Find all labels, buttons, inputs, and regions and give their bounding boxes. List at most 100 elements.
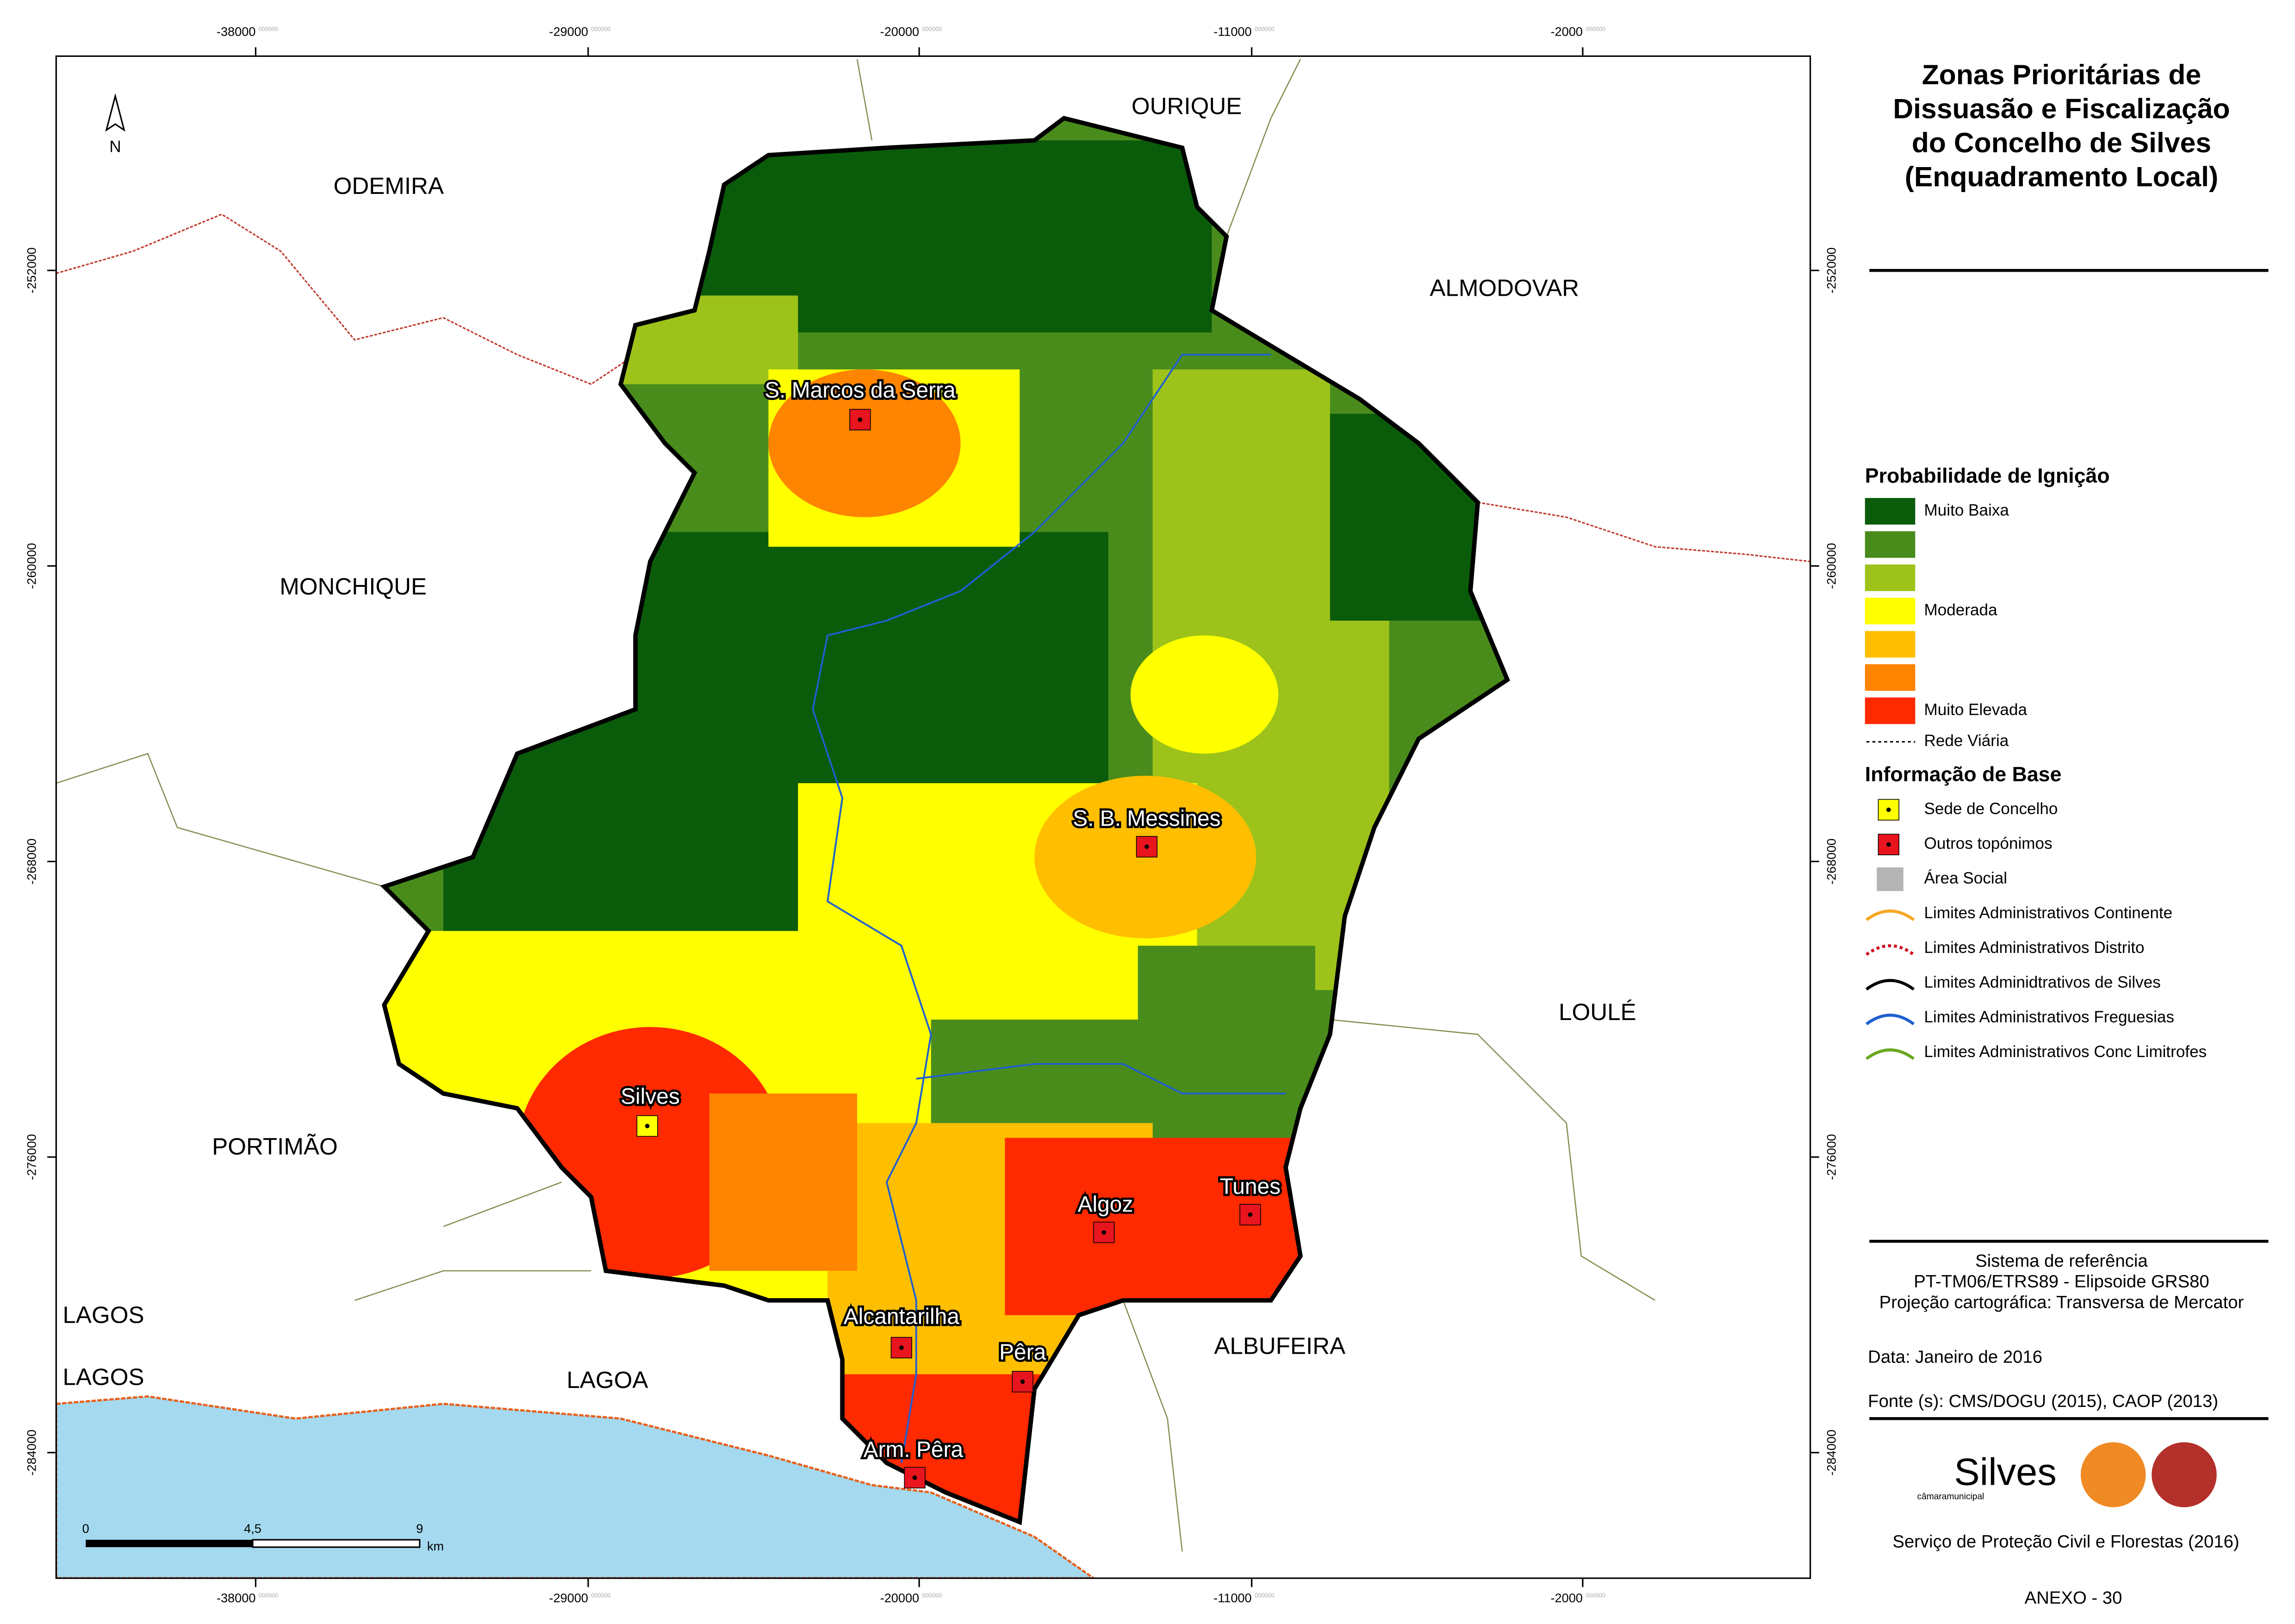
y-tick-label: -268000 bbox=[24, 839, 38, 885]
legend-line bbox=[1866, 1048, 1915, 1060]
tick-suffix: 000000 bbox=[1586, 1592, 1605, 1599]
scale-label: 9 bbox=[416, 1521, 423, 1536]
reference-line: PT-TM06/ETRS89 - Elipsoide GRS80 bbox=[1914, 1272, 2209, 1292]
legend-label: Moderada bbox=[1924, 601, 1998, 619]
annex: ANEXO - 30 bbox=[2025, 1588, 2122, 1608]
town-marker bbox=[849, 409, 871, 430]
y-tick-label: -252000 bbox=[1824, 248, 1839, 294]
legend-label: Limites Administrativos Continente bbox=[1924, 904, 2173, 922]
legend-label: Limites Administrativos Conc Limitrofes bbox=[1924, 1043, 2207, 1061]
legend-label: Muito Baixa bbox=[1924, 501, 2009, 519]
town-dot bbox=[858, 417, 863, 422]
neighbour-label: PORTIMÃO bbox=[212, 1133, 338, 1159]
x-tick-label: -20000 bbox=[880, 1591, 919, 1605]
map-frame bbox=[55, 55, 1811, 1579]
legend-area bbox=[1877, 867, 1903, 891]
legend-label: Limites Administrativos Freguesias bbox=[1924, 1008, 2175, 1026]
scale-bar bbox=[252, 1539, 421, 1548]
y-tick-label: -284000 bbox=[1824, 1430, 1839, 1476]
district-border bbox=[1477, 502, 1810, 562]
scale-label: km bbox=[427, 1539, 444, 1553]
town-label: Tunes bbox=[1220, 1175, 1281, 1199]
town-label: Algoz bbox=[1078, 1192, 1133, 1217]
x-tick-label: -20000 bbox=[880, 24, 919, 38]
neighbour-label: LOULÉ bbox=[1559, 999, 1636, 1025]
y-tick-label: -276000 bbox=[24, 1134, 38, 1180]
tick-suffix: 000000 bbox=[591, 1592, 611, 1599]
town-label: S. B. Messines bbox=[1073, 807, 1220, 831]
sea bbox=[56, 1395, 1096, 1579]
legend-label: Sede de Concelho bbox=[1924, 800, 2058, 818]
x-tick-label: -2000 bbox=[1550, 1591, 1582, 1605]
town-label: Arm. Pêra bbox=[864, 1437, 964, 1462]
y-tick-label: -252000 bbox=[24, 248, 38, 294]
tick-suffix: 000000 bbox=[591, 25, 611, 32]
legend-swatch bbox=[1865, 564, 1916, 591]
town-dot bbox=[912, 1475, 917, 1480]
legend-swatch bbox=[1865, 498, 1916, 525]
legend-title: Probabilidade de Ignição bbox=[1865, 465, 2110, 487]
title-line: Zonas Prioritárias de bbox=[1922, 59, 2201, 90]
tick-suffix: 000000 bbox=[1255, 25, 1275, 32]
title-line: do Concelho de Silves bbox=[1912, 127, 2211, 158]
title-line: (Enquadramento Local) bbox=[1905, 161, 2218, 192]
logo-mark bbox=[2152, 1442, 2217, 1507]
y-tick-label: -276000 bbox=[1824, 1134, 1839, 1180]
y-tick-label: -268000 bbox=[1824, 839, 1839, 885]
town-dot bbox=[1020, 1379, 1025, 1384]
source: Fonte (s): CMS/DOGU (2015), CAOP (2013) bbox=[1868, 1391, 2218, 1411]
map-body bbox=[56, 56, 1810, 1579]
logo-mark bbox=[2080, 1442, 2146, 1507]
x-tick-label: -11000 bbox=[1213, 1591, 1251, 1605]
x-tick-label: -2000 bbox=[1550, 24, 1582, 38]
legend-label: Outros topónimos bbox=[1924, 834, 2052, 852]
legend-label: Área Social bbox=[1924, 869, 2008, 887]
neighbour-label: LAGOS bbox=[63, 1301, 144, 1328]
x-tick-label: -29000 bbox=[549, 24, 588, 38]
neighbour-label: MONCHIQUE bbox=[280, 573, 427, 599]
town-dot bbox=[1144, 844, 1149, 849]
town-dot bbox=[899, 1345, 904, 1350]
town-dot bbox=[645, 1124, 650, 1128]
legend-title: Informação de Base bbox=[1865, 763, 2062, 786]
date: Data: Janeiro de 2016 bbox=[1868, 1347, 2042, 1367]
neighbour-label: ALBUFEIRA bbox=[1214, 1332, 1345, 1359]
town-label: S. Marcos da Serra bbox=[765, 378, 956, 403]
legend-line bbox=[1866, 909, 1915, 921]
town-dot bbox=[1248, 1212, 1253, 1217]
parish-borders bbox=[812, 354, 1286, 1463]
legend-swatch bbox=[1865, 531, 1916, 558]
y-tick-label: -260000 bbox=[24, 543, 38, 589]
title-line: Dissuasão e Fiscalização bbox=[1893, 93, 2230, 124]
town-label: Pêra bbox=[999, 1340, 1046, 1364]
scale-bar bbox=[86, 1540, 253, 1547]
tick-suffix: 000000 bbox=[922, 25, 942, 32]
legend-dot bbox=[1886, 842, 1891, 847]
legend-line bbox=[1866, 1014, 1915, 1026]
legend-dot bbox=[1886, 807, 1891, 812]
logo-subtext: câmaramunicipal bbox=[1917, 1492, 1984, 1501]
neighbour-label: OURIQUE bbox=[1132, 93, 1242, 119]
reference-line: Sistema de referência bbox=[1975, 1251, 2148, 1271]
legend-swatch bbox=[1865, 697, 1916, 724]
x-tick-label: -29000 bbox=[549, 1591, 588, 1605]
legend-label: Muito Elevada bbox=[1924, 701, 2028, 719]
legend-label: Limites Administrativos Distrito bbox=[1924, 939, 2145, 957]
neighbour-label: ALMODOVAR bbox=[1430, 274, 1579, 301]
legend-swatch bbox=[1865, 664, 1916, 691]
district-border bbox=[56, 213, 636, 385]
neighbour-label: LAGOA bbox=[566, 1367, 648, 1393]
tick-suffix: 000000 bbox=[1255, 1592, 1275, 1599]
tick-suffix: 000000 bbox=[259, 25, 279, 32]
y-tick-label: -260000 bbox=[1824, 543, 1839, 589]
legend-swatch bbox=[1865, 631, 1916, 658]
neighbour-label: ODEMIRA bbox=[334, 173, 444, 199]
tick-suffix: 000000 bbox=[922, 1592, 942, 1599]
neighbour-label: LAGOS bbox=[63, 1363, 144, 1390]
service: Serviço de Proteção Civil e Florestas (2… bbox=[1892, 1532, 2239, 1552]
x-tick-label: -11000 bbox=[1213, 24, 1251, 38]
y-tick-label: -284000 bbox=[24, 1430, 38, 1476]
legend-label: Limites Adminidtrativos de Silves bbox=[1924, 973, 2161, 991]
